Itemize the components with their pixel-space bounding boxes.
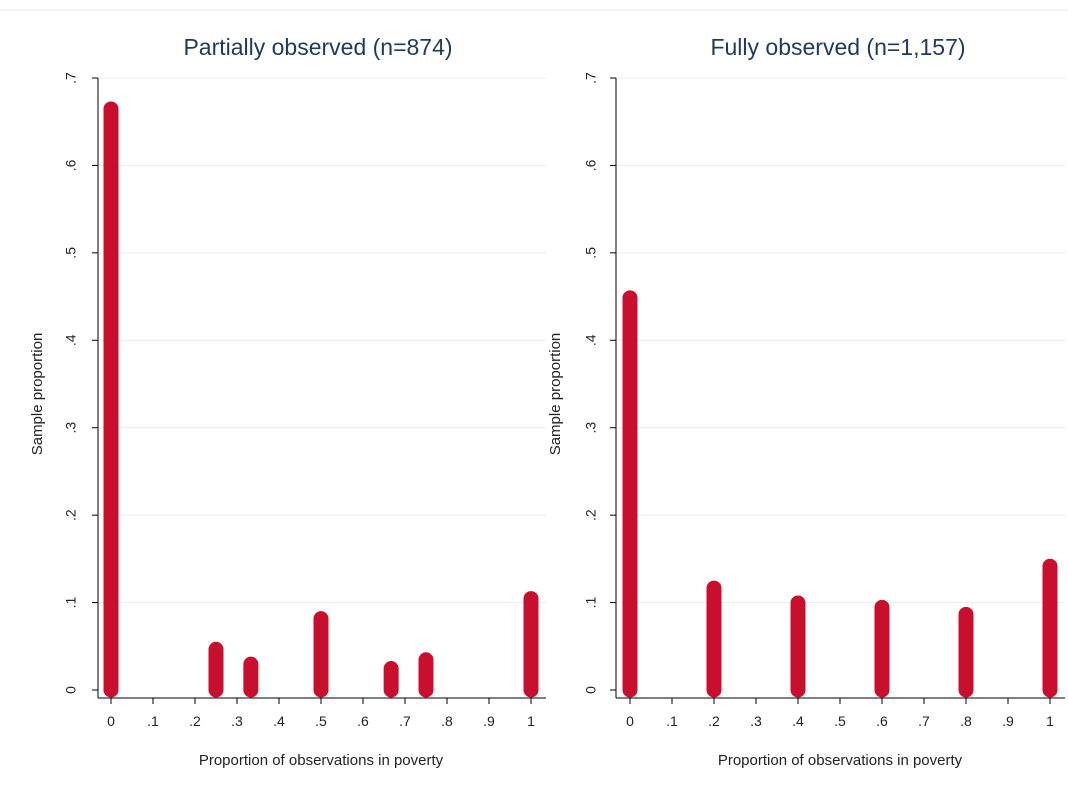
y-tick-label: .6 bbox=[583, 159, 599, 171]
y-tick-label: .6 bbox=[63, 159, 79, 171]
y-tick-label: 0 bbox=[63, 686, 79, 694]
x-tick-label: .4 bbox=[273, 713, 285, 729]
x-tick-label: .2 bbox=[189, 713, 201, 729]
x-tick-label: .6 bbox=[876, 713, 888, 729]
x-tick-label: .9 bbox=[483, 713, 495, 729]
y-tick-label: .7 bbox=[63, 72, 79, 84]
x-tick-label: .7 bbox=[399, 713, 411, 729]
y-tick-label: .2 bbox=[583, 509, 599, 521]
x-tick-label: .2 bbox=[708, 713, 720, 729]
x-axis-label: Proportion of observations in poverty bbox=[718, 752, 963, 769]
y-tick-label: .5 bbox=[63, 247, 79, 259]
x-tick-label: .3 bbox=[231, 713, 243, 729]
x-tick-label: .1 bbox=[147, 713, 159, 729]
x-tick-label: .5 bbox=[315, 713, 327, 729]
y-axis-label: Sample proportion bbox=[547, 333, 564, 456]
x-tick-label: 0 bbox=[626, 713, 634, 729]
y-axis-label: Sample proportion bbox=[29, 333, 46, 456]
x-tick-label: 1 bbox=[527, 713, 535, 729]
x-tick-label: .9 bbox=[1002, 713, 1014, 729]
y-tick-label: 0 bbox=[583, 686, 599, 694]
y-tick-label: .4 bbox=[63, 334, 79, 346]
y-tick-label: .1 bbox=[63, 597, 79, 609]
x-tick-label: .5 bbox=[834, 713, 846, 729]
chart-title: Fully observed (n=1,157) bbox=[710, 34, 965, 60]
chart-title: Partially observed (n=874) bbox=[183, 34, 452, 60]
y-tick-label: .4 bbox=[583, 334, 599, 346]
y-tick-label: .1 bbox=[583, 597, 599, 609]
y-tick-label: .7 bbox=[583, 72, 599, 84]
y-tick-label: .3 bbox=[583, 422, 599, 434]
x-tick-label: .8 bbox=[441, 713, 453, 729]
panel-partially-observed: 0 .1 .2 .3 .4 .5 .6 .7 0 .1 .2 .3 .4 .5 .6 .7 .8 .9 1 Parti… bbox=[29, 34, 546, 769]
y-tick-label: .2 bbox=[63, 509, 79, 521]
panel-fully-observed: 0 .1 .2 .3 .4 .5 .6 .7 0 .1 .2 .3 .4 .5 .6 .7 .8 .9 1 Fully… bbox=[547, 34, 1065, 769]
x-tick-label: .7 bbox=[918, 713, 930, 729]
x-tick-label: .1 bbox=[666, 713, 678, 729]
x-axis-label: Proportion of observations in poverty bbox=[199, 752, 444, 769]
x-tick-label: .6 bbox=[357, 713, 369, 729]
x-tick-label: 1 bbox=[1046, 713, 1054, 729]
x-tick-label: .8 bbox=[960, 713, 972, 729]
y-tick-label: .5 bbox=[583, 247, 599, 259]
x-tick-label: 0 bbox=[107, 713, 115, 729]
y-tick-label: .3 bbox=[63, 422, 79, 434]
x-tick-label: .4 bbox=[792, 713, 804, 729]
x-tick-label: .3 bbox=[750, 713, 762, 729]
